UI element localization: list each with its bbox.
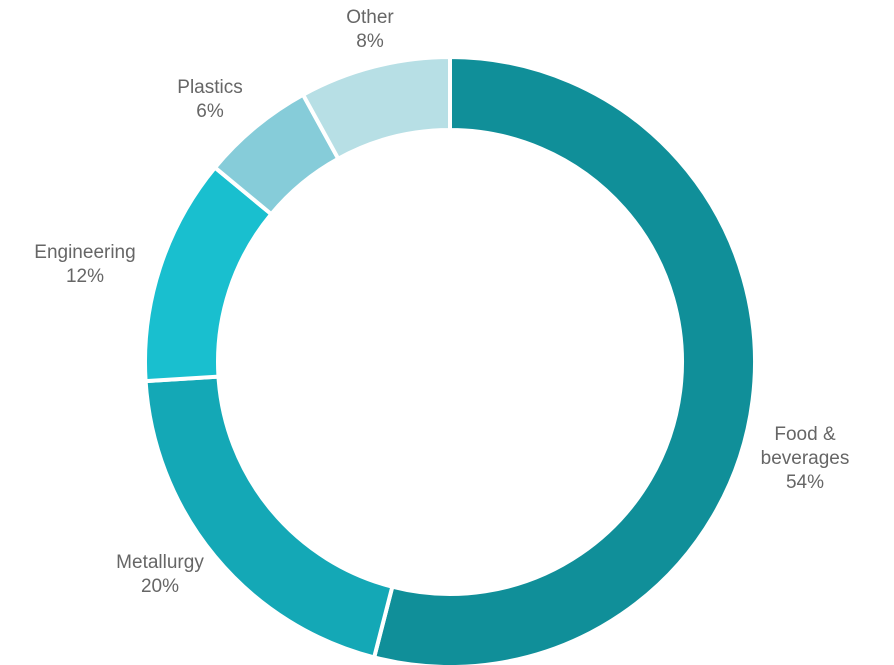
donut-slice-4 (300, 54, 452, 162)
slice-category-label: Food & (774, 424, 836, 445)
slice-label-2: Engineering 12% (34, 242, 135, 287)
slice-value-label: 12% (66, 266, 104, 287)
slice-category-label: Metallurgy (116, 552, 204, 573)
donut-slice-1 (143, 374, 395, 660)
slice-category-label: Engineering (34, 242, 135, 263)
slice-label-1: Metallurgy 20% (116, 552, 204, 597)
slice-category-label: Plastics (177, 77, 242, 98)
slice-value-label: 8% (356, 31, 384, 52)
donut-slice-0 (371, 54, 757, 665)
slice-category-label: beverages (761, 448, 850, 469)
slice-label-3: Plastics 6% (177, 77, 242, 122)
slice-value-label: 20% (141, 576, 179, 597)
donut-slices (143, 54, 757, 665)
slice-label-4: Other 8% (346, 7, 394, 52)
slice-value-label: 6% (196, 101, 224, 122)
slice-category-label: Other (346, 7, 394, 28)
slice-value-label: 54% (786, 472, 824, 493)
slice-labels: Food & beverages 54% Metallurgy 20% Engineeri… (34, 7, 849, 597)
slice-label-0: Food & beverages 54% (761, 424, 850, 493)
